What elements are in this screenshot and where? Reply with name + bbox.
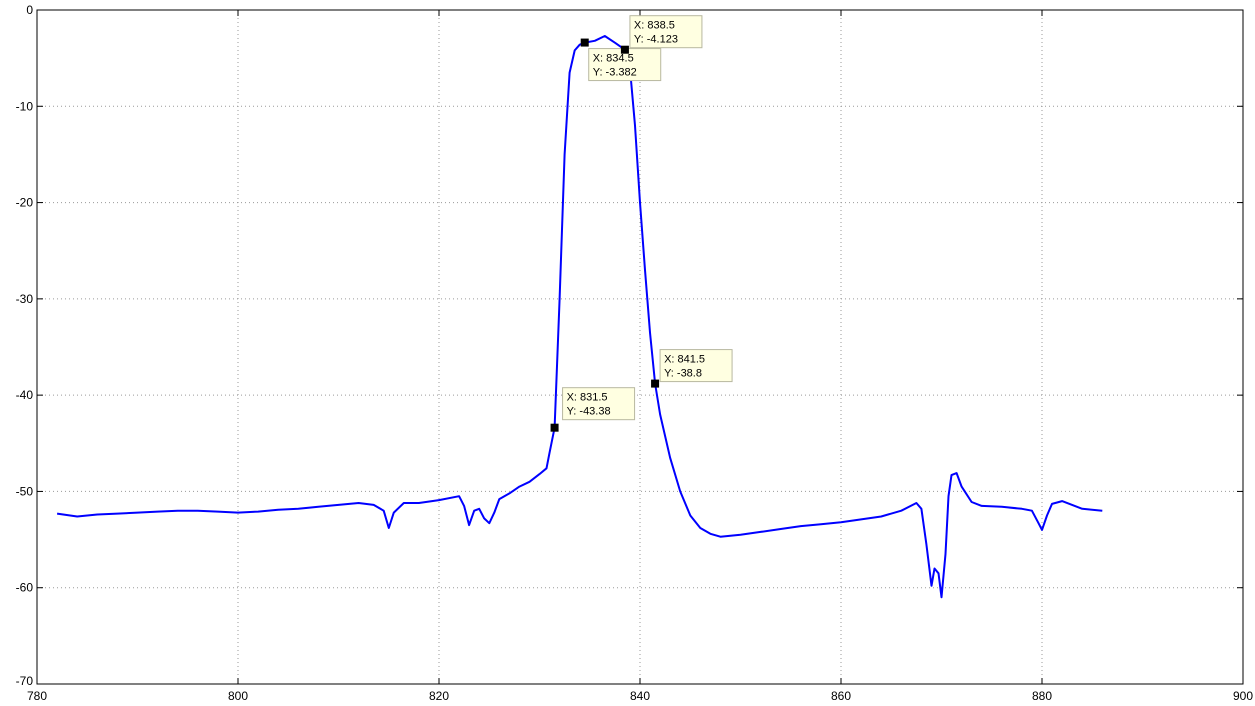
y-tick-label: -20 <box>16 196 34 210</box>
datatip-marker <box>651 379 660 388</box>
datatip-x-text: X: 831.5 <box>567 392 608 404</box>
tick-marks <box>36 9 1244 685</box>
datatip-box <box>562 387 636 421</box>
datatip: X: 838.5 Y: -4.123 <box>620 15 703 54</box>
datatip-x-text: X: 834.5 <box>593 53 634 65</box>
datatip-y-text: Y: -4.123 <box>634 34 678 46</box>
grid-lines <box>37 10 1243 684</box>
x-tick-label: 840 <box>630 689 650 703</box>
y-tick-label: -70 <box>16 674 34 688</box>
x-tick-label: 800 <box>228 689 248 703</box>
x-tick-label: 860 <box>831 689 851 703</box>
datatip-x-text: X: 838.5 <box>634 20 675 32</box>
y-tick-label: -40 <box>16 388 34 402</box>
datatips-group: X: 831.5 Y: -43.38 X: 834.5 Y: -3.382 X: 838… <box>550 15 733 432</box>
datatip-y-text: Y: -43.38 <box>567 406 611 418</box>
y-tick-label: 0 <box>26 3 33 17</box>
datatip: X: 834.5 Y: -3.382 <box>580 38 662 82</box>
series-group <box>56 35 1103 599</box>
datatip: X: 831.5 Y: -43.38 <box>550 387 636 432</box>
datatip-y-text: Y: -3.382 <box>593 67 637 79</box>
datatip-marker <box>620 45 629 54</box>
x-tick-label: 880 <box>1032 689 1052 703</box>
y-tick-label: -60 <box>16 581 34 595</box>
x-tick-labels: 780 800 820 840 860 880 900 <box>27 689 1253 703</box>
datatip-marker <box>550 423 559 432</box>
datatip-y-text: Y: -38.8 <box>664 368 702 380</box>
y-tick-label: -50 <box>16 484 34 498</box>
x-tick-label: 780 <box>27 689 47 703</box>
datatip-box <box>629 15 703 49</box>
x-tick-label: 900 <box>1233 689 1253 703</box>
y-tick-labels: 0 -10 -20 -30 -40 -50 -60 -70 <box>16 3 34 688</box>
datatip-box <box>659 349 733 383</box>
y-tick-label: -10 <box>16 99 34 113</box>
datatip-x-text: X: 841.5 <box>664 354 705 366</box>
datatip: X: 841.5 Y: -38.8 <box>651 349 733 388</box>
y-tick-label: -30 <box>16 292 34 306</box>
x-tick-label: 820 <box>429 689 449 703</box>
datatip-marker <box>580 38 589 47</box>
datatip-box <box>588 48 662 82</box>
series-line <box>56 35 1103 599</box>
